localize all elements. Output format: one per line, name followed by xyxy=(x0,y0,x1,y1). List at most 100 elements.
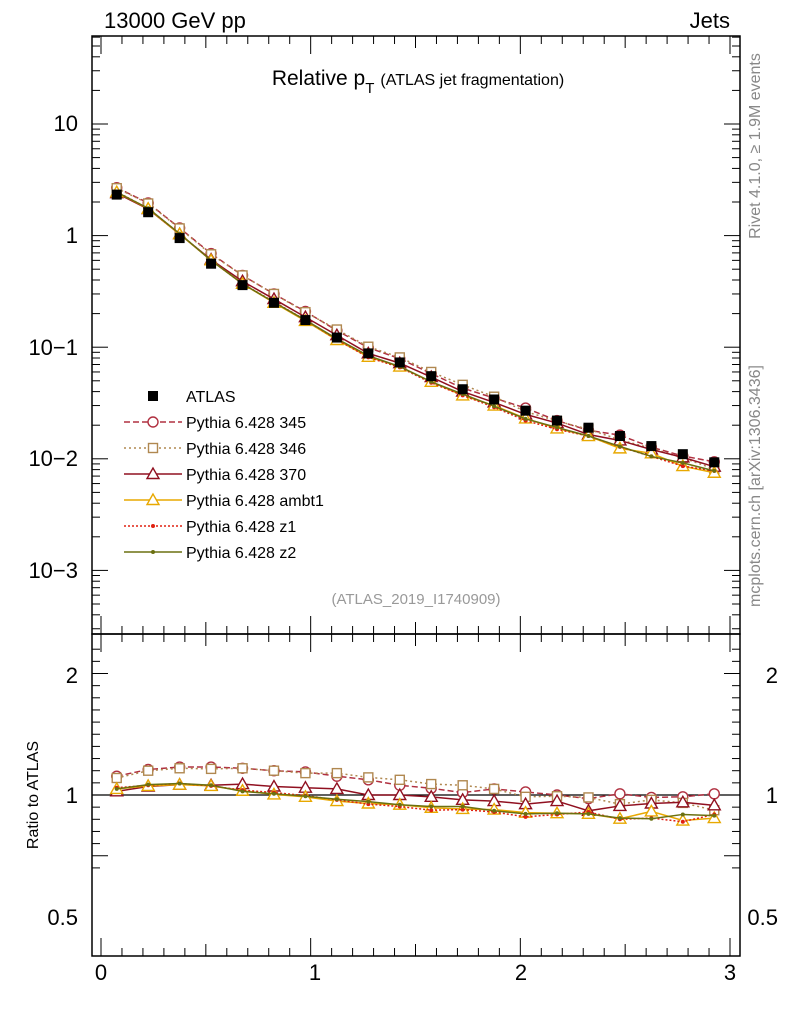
ratio-point-z2 xyxy=(492,808,497,813)
ratio-point-p346 xyxy=(363,772,374,783)
ratio-point-p346 xyxy=(268,765,280,776)
ratio-point-ambt1 xyxy=(644,803,659,817)
legend-marker-atlas xyxy=(148,391,158,401)
main-point-z2 xyxy=(649,454,654,459)
ratio-point-z2 xyxy=(366,799,371,804)
main-point-z2 xyxy=(555,425,560,430)
ratio-point-p346 xyxy=(583,792,594,803)
ratio-point-z2 xyxy=(680,812,685,817)
y-tick-label-10: 10 xyxy=(54,111,78,136)
ratio-point-z1 xyxy=(429,808,434,813)
ratio-point-p346 xyxy=(331,767,343,779)
data-point-atlas xyxy=(614,431,625,442)
ratio-point-p370 xyxy=(549,793,565,807)
ratio-point-z2 xyxy=(460,804,465,809)
ratio-point-z2 xyxy=(617,816,622,821)
legend-label-p345: Pythia 6.428 345 xyxy=(186,415,306,432)
energy-label: 13000 GeV pp xyxy=(104,8,246,33)
ratio-point-p346 xyxy=(394,774,405,786)
ratio-line-p370 xyxy=(116,783,715,812)
ratio-point-z1 xyxy=(523,814,528,819)
main-point-z2 xyxy=(492,404,497,409)
ratio-point-z2 xyxy=(209,783,214,788)
ratio-ylabel: Ratio to ATLAS xyxy=(25,741,42,849)
ratio-point-z2 xyxy=(114,786,119,791)
data-point-atlas xyxy=(552,415,563,426)
legend-label-z1: Pythia 6.428 z1 xyxy=(186,519,296,536)
data-point-atlas xyxy=(583,422,594,433)
legend-label-atlas: ATLAS xyxy=(186,389,236,406)
ratio-point-z2 xyxy=(271,791,276,796)
data-point-atlas xyxy=(646,441,657,452)
analysis-label: (ATLAS_2019_I1740909) xyxy=(331,591,500,608)
main-point-z2 xyxy=(680,460,685,465)
legend-marker-p370 xyxy=(145,466,161,480)
ratio-point-p346 xyxy=(457,780,468,791)
main-title: Relative pT (ATLAS jet fragmentation) xyxy=(272,67,564,97)
title-note: (ATLAS jet fragmentation) xyxy=(380,72,564,89)
legend-marker-z1 xyxy=(151,524,155,528)
ratio-point-z2 xyxy=(397,802,402,807)
legend-label-ambt1: Pythia 6.428 ambt1 xyxy=(186,493,324,510)
ratio-point-z2 xyxy=(586,811,591,816)
data-point-atlas xyxy=(300,315,311,326)
data-point-atlas xyxy=(363,348,374,359)
ratio-point-z1 xyxy=(460,807,465,812)
data-point-atlas xyxy=(426,371,437,382)
main-line-p346 xyxy=(116,187,715,470)
legend-label-z2: Pythia 6.428 z2 xyxy=(186,545,296,562)
ratio-axis-ticks xyxy=(92,634,740,956)
legend-label-p370: Pythia 6.428 370 xyxy=(186,467,306,484)
data-point-atlas xyxy=(709,457,720,468)
ratio-point-z2 xyxy=(146,782,151,787)
ratio-y-tick-label-2: 2 xyxy=(66,663,78,688)
ratio-point-p370 xyxy=(612,798,628,812)
main-axis-ticks xyxy=(92,36,740,634)
main-point-z2 xyxy=(586,434,591,439)
data-point-atlas xyxy=(206,258,217,269)
ratio-point-p346 xyxy=(426,778,437,790)
ratio-point-z2 xyxy=(240,789,245,794)
ratio-point-p346 xyxy=(205,763,217,775)
main-point-z2 xyxy=(523,416,528,421)
ratio-y-tick-label-right-1: 1 xyxy=(766,783,778,808)
ratio-point-p370 xyxy=(707,797,722,811)
y-tick-label-1: 1 xyxy=(66,223,78,248)
rivet-label: Rivet 4.1.0, ≥ 1.9M events xyxy=(747,53,764,239)
x-tick-label-2: 2 xyxy=(515,960,527,985)
ratio-point-z2 xyxy=(649,816,654,821)
ratio-point-z2 xyxy=(712,813,717,818)
data-point-atlas xyxy=(268,297,279,308)
ratio-y-tick-label-0.5: 0.5 xyxy=(47,905,78,930)
ratio-y-tick-label-right-2: 2 xyxy=(766,663,778,688)
x-tick-label-1: 1 xyxy=(309,960,321,985)
main-point-z1 xyxy=(680,464,685,469)
category-label: Jets xyxy=(690,8,730,33)
ratio-point-p346 xyxy=(142,765,154,776)
ratio-line-z2 xyxy=(116,782,715,820)
ratio-y-tick-label-right-0.5: 0.5 xyxy=(747,905,778,930)
data-point-atlas xyxy=(520,405,531,416)
legend-marker-p345 xyxy=(147,416,159,428)
data-point-atlas xyxy=(111,189,122,200)
title-subscript: T xyxy=(365,80,374,97)
data-point-atlas xyxy=(457,384,468,395)
ratio-point-z2 xyxy=(334,797,339,802)
ratio-point-p346 xyxy=(488,783,500,795)
data-point-atlas xyxy=(237,280,248,291)
x-tick-label-3: 3 xyxy=(724,960,736,985)
ratio-series-group xyxy=(109,761,722,826)
y-tick-label-0.01: 10−2 xyxy=(28,446,78,471)
main-series-group xyxy=(109,181,722,478)
ratio-y-tick-label-1: 1 xyxy=(66,783,78,808)
legend: ATLAS Pythia 6.428 345 Pythia 6.428 346 … xyxy=(124,389,324,562)
ratio-point-p346 xyxy=(237,763,248,774)
ratio-point-z2 xyxy=(177,781,182,786)
main-point-z2 xyxy=(617,444,622,449)
ratio-point-p346 xyxy=(111,772,122,784)
y-tick-label-0.001: 10−3 xyxy=(28,558,78,583)
legend-label-p346: Pythia 6.428 346 xyxy=(186,441,306,458)
ratio-line-p346 xyxy=(116,767,715,811)
legend-marker-z2 xyxy=(151,550,155,554)
